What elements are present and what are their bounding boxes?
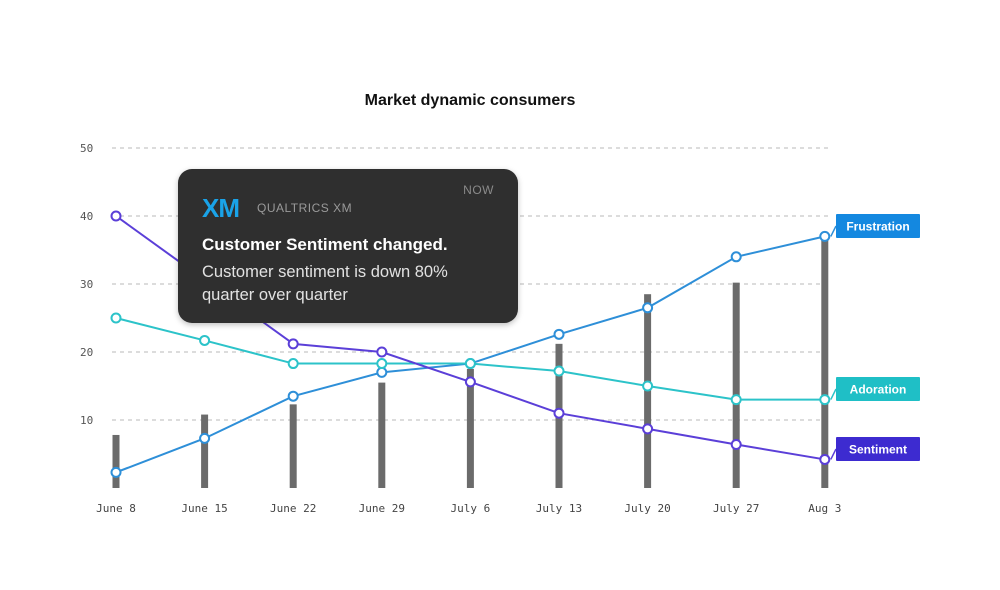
x-tick-label: July 20 — [624, 502, 670, 515]
series-label-box — [836, 377, 920, 401]
bar — [201, 414, 209, 488]
notification-card[interactable]: XM QUALTRICS XM NOW Customer Sentiment c… — [178, 169, 518, 323]
notification-body: Customer sentiment is down 80% quarter o… — [202, 263, 448, 304]
data-point — [819, 394, 831, 406]
data-point — [376, 366, 388, 378]
data-point — [642, 423, 654, 435]
data-point — [553, 328, 565, 340]
y-tick-label: 40 — [80, 210, 93, 223]
y-tick-label: 20 — [80, 346, 93, 359]
data-point — [376, 346, 388, 358]
data-point — [199, 432, 211, 444]
chart-title: Market dynamic consumers — [364, 92, 576, 109]
y-tick-label: 10 — [80, 414, 93, 427]
qualtrics-xm-logo: XM — [202, 193, 240, 223]
bar — [378, 382, 386, 488]
label-connector — [830, 448, 837, 460]
notification-time: NOW — [463, 183, 494, 197]
data-point — [730, 394, 742, 406]
data-point — [376, 358, 388, 370]
bar — [112, 434, 120, 488]
data-point — [819, 453, 831, 465]
data-point — [110, 210, 122, 222]
x-tick-label: June 22 — [270, 502, 316, 515]
label-connector — [830, 388, 837, 400]
x-tick-label: July 13 — [536, 502, 582, 515]
data-point — [642, 302, 654, 314]
series-label: Frustration — [846, 220, 909, 234]
data-point — [730, 438, 742, 450]
data-point — [464, 376, 476, 388]
series-label-box — [836, 437, 920, 461]
data-point — [287, 338, 299, 350]
bar — [732, 282, 740, 488]
series-label: Adoration — [850, 383, 907, 397]
x-tick-label: June 8 — [96, 502, 136, 515]
data-point — [287, 358, 299, 370]
y-tick-label: 50 — [80, 142, 93, 155]
label-connector — [830, 225, 837, 237]
x-tick-label: July 27 — [713, 502, 759, 515]
bar — [821, 235, 829, 488]
x-tick-label: Aug 3 — [808, 502, 841, 515]
x-tick-label: June 29 — [359, 502, 405, 515]
x-tick-label: June 15 — [181, 502, 227, 515]
series-label: Sentiment — [849, 443, 907, 457]
x-tick-label: July 6 — [451, 502, 491, 515]
data-point — [199, 334, 211, 346]
data-point — [110, 312, 122, 324]
data-point — [730, 251, 742, 263]
data-point — [553, 365, 565, 377]
bar — [466, 369, 474, 488]
notification-title: Customer Sentiment changed. — [202, 235, 448, 254]
notification-app-name: QUALTRICS XM — [257, 201, 353, 215]
series-label-box — [836, 214, 920, 238]
data-point — [553, 407, 565, 419]
bar — [289, 404, 297, 488]
data-point — [110, 466, 122, 478]
data-point — [464, 358, 476, 370]
data-point — [819, 230, 831, 242]
y-tick-label: 30 — [80, 278, 93, 291]
data-point — [642, 380, 654, 392]
data-point — [287, 390, 299, 402]
